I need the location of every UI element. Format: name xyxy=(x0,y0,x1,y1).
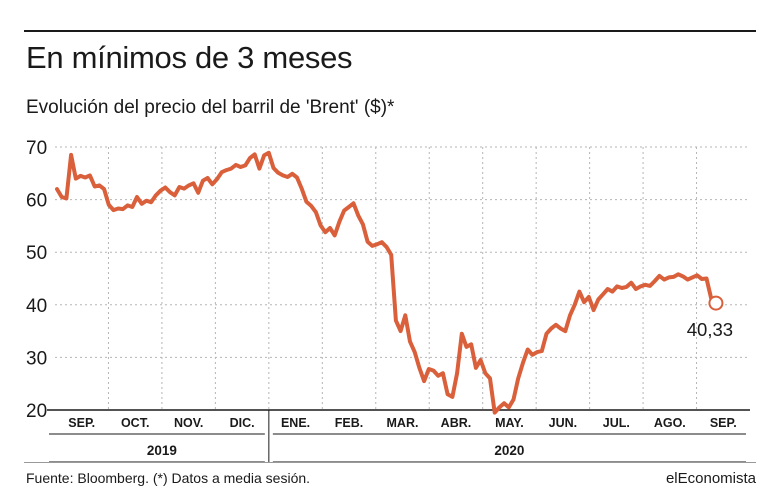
year-label: 2019 xyxy=(147,443,177,458)
x-month-label: DIC. xyxy=(230,416,255,430)
y-tick-label: 50 xyxy=(26,243,47,264)
x-month-label: OCT. xyxy=(121,416,149,430)
top-rule xyxy=(24,30,756,32)
y-tick-label: 60 xyxy=(26,191,47,212)
year-label: 2020 xyxy=(494,443,524,458)
x-month-label: AGO. xyxy=(654,416,686,430)
series-line xyxy=(55,150,718,415)
y-tick-label: 40 xyxy=(26,296,47,317)
chart-subtitle: Evolución del precio del barril de 'Bren… xyxy=(26,97,395,118)
y-tick-label: 70 xyxy=(26,138,47,159)
x-month-label: JUN. xyxy=(549,416,577,430)
x-month-label: ABR. xyxy=(441,416,472,430)
last-value-marker xyxy=(708,295,724,311)
line-chart: 20 30 40 50 60 70 SEP. OCT. NOV. DIC. ENE. FEB. MAR.… xyxy=(26,138,750,462)
x-month-label: MAY. xyxy=(495,416,524,430)
x-month-label: ENE. xyxy=(281,416,310,430)
footer-rule xyxy=(24,462,756,463)
chart-title: En mínimos de 3 meses xyxy=(26,40,353,75)
y-tick-label: 20 xyxy=(26,401,47,422)
x-month-label: SEP. xyxy=(68,416,95,430)
y-tick-label: 30 xyxy=(26,348,47,369)
x-month-label: FEB. xyxy=(335,416,363,430)
x-month-label: SEP. xyxy=(710,416,737,430)
source-note: Fuente: Bloomberg. (*) Datos a media ses… xyxy=(26,470,311,486)
x-month-label: NOV. xyxy=(174,416,203,430)
brand-logo: elEconomista xyxy=(665,470,756,487)
last-value-label: 40,33 xyxy=(687,319,733,340)
x-month-label: JUL. xyxy=(603,416,630,430)
x-month-label: MAR. xyxy=(387,416,419,430)
